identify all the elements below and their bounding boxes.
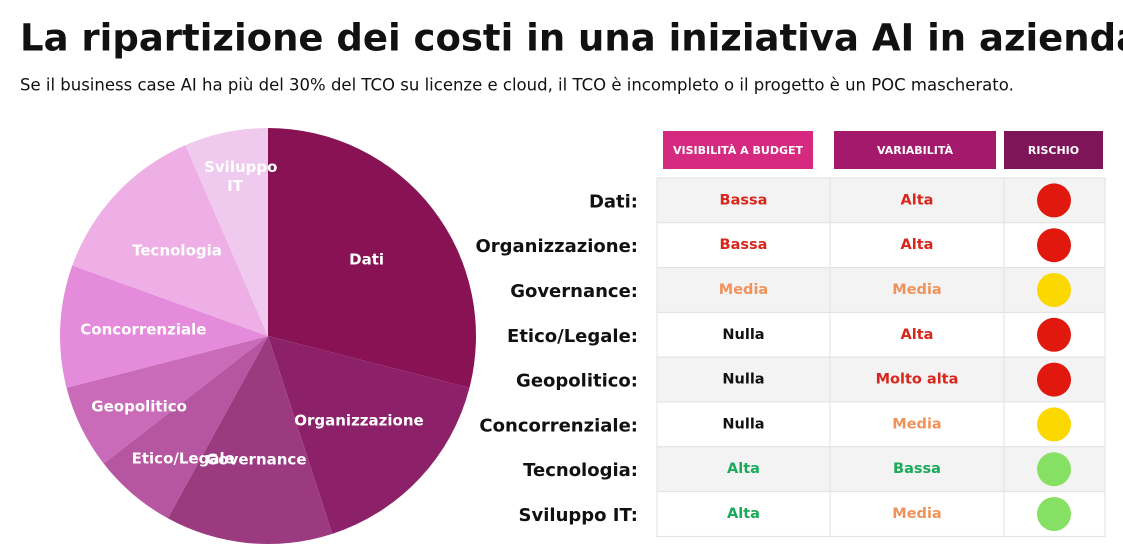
row-label: Dati: xyxy=(589,191,638,212)
cell-text: Media xyxy=(892,282,941,298)
header-text: VARIABILITÀ xyxy=(877,144,954,157)
pie-slice xyxy=(59,265,268,388)
risk-dot xyxy=(1037,497,1071,531)
risk-dot xyxy=(1037,452,1071,487)
risk-dot xyxy=(1037,183,1071,218)
cell-text: Nulla xyxy=(722,416,764,432)
header-box xyxy=(834,131,996,169)
row-label: Sviluppo IT: xyxy=(519,505,638,526)
cell-text: Alta xyxy=(901,327,934,343)
pie-slice xyxy=(72,145,268,336)
slice-label: Governance xyxy=(205,450,307,469)
pie-slice xyxy=(167,336,333,545)
slice-label: Tecnologia xyxy=(132,241,222,260)
risk-dot xyxy=(1037,273,1071,307)
slice-label: Dati xyxy=(349,250,385,268)
header-text: RISCHIO xyxy=(1028,144,1079,157)
row-label: Etico/Legale: xyxy=(507,326,638,347)
cell-text: Molto alta xyxy=(876,372,959,388)
risk-dot xyxy=(1037,407,1071,442)
slice-label: Etico/Legale xyxy=(131,449,235,468)
pie-slice xyxy=(268,336,470,534)
cell-text: Bassa xyxy=(720,192,768,208)
header-box xyxy=(1004,131,1103,169)
pie-slice xyxy=(103,336,268,519)
slice-label: Geopolitico xyxy=(91,397,187,416)
row-label: Geopolitico: xyxy=(516,371,638,392)
pie-slice xyxy=(66,336,269,464)
row-bg xyxy=(656,267,1106,313)
row-bg xyxy=(656,177,1106,224)
cell-text: Bassa xyxy=(720,237,768,253)
slice-label: Sviluppo IT xyxy=(204,158,278,196)
row-label: Governance: xyxy=(510,281,638,302)
row-bg xyxy=(656,491,1106,537)
cell-text: Alta xyxy=(901,237,934,253)
cell-text: Alta xyxy=(727,461,760,477)
title: La ripartizione dei costi in una iniziat… xyxy=(20,17,1123,60)
header-box xyxy=(663,131,813,169)
header-text: VISIBILITÀ A BUDGET xyxy=(673,144,804,157)
risk-dot xyxy=(1037,317,1071,352)
cell-text: Media xyxy=(892,416,941,432)
row-bg xyxy=(656,401,1106,448)
cell-text: Bassa xyxy=(893,461,941,477)
row-bg xyxy=(656,356,1106,403)
row-label: Tecnologia: xyxy=(523,460,638,481)
cell-text: Alta xyxy=(901,192,934,208)
risk-dot xyxy=(1037,228,1071,263)
row-label: Concorrenziale: xyxy=(479,415,638,436)
cell-text: Alta xyxy=(727,506,760,522)
row-label: Organizzazione: xyxy=(475,236,638,257)
cell-text: Nulla xyxy=(722,372,764,388)
slice-label: Concorrenziale xyxy=(80,320,207,339)
cell-text: Media xyxy=(719,282,768,298)
row-bg xyxy=(656,311,1106,358)
pie-slice xyxy=(268,128,476,388)
cell-text: Nulla xyxy=(722,327,764,343)
risk-dot xyxy=(1037,362,1071,397)
row-bg xyxy=(656,222,1106,269)
slice-label: Organizzazione xyxy=(294,411,424,430)
cell-text: Media xyxy=(892,506,941,522)
subtitle: Se il business case AI ha più del 30% de… xyxy=(20,76,1014,95)
pie-slice xyxy=(185,128,268,336)
